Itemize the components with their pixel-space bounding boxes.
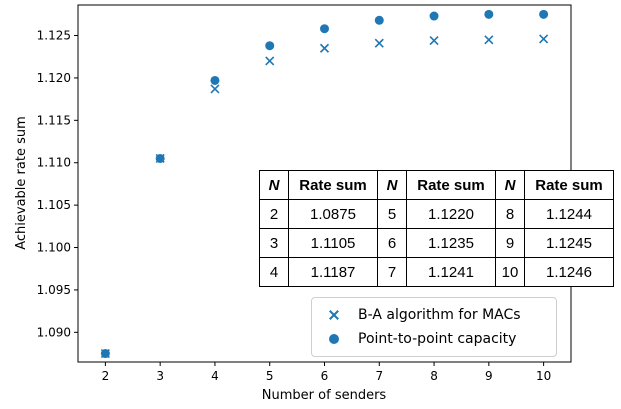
table-cell: 7: [377, 257, 407, 287]
table-header-cell: N: [377, 170, 407, 200]
y-tick-label: 1.095: [37, 283, 71, 297]
point-to-point-capacity-point: [320, 24, 329, 34]
point-to-point-capacity-point: [265, 41, 275, 51]
point-to-point-capacity-point: [374, 15, 384, 25]
legend-label: Point-to-point capacity: [358, 331, 517, 347]
y-tick-label: 1.090: [37, 325, 71, 339]
ba-algorithm-point: [484, 35, 494, 45]
table-cell: 1.1244: [524, 199, 614, 229]
y-tick-label: 1.110: [37, 156, 71, 170]
ba-algorithm-point: [429, 36, 439, 46]
table-cell: 1.0875: [288, 199, 378, 229]
table-header-cell: N: [495, 170, 525, 200]
ba-algorithm-point: [155, 153, 165, 164]
x-axis-ticks: 2 3 4 5 6 7 8 9 10: [102, 362, 551, 383]
ba-algorithm-point: [265, 56, 275, 66]
table-row: 2 1.0875 5 1.1220 8 1.1244: [259, 199, 614, 229]
table-cell: 6: [377, 228, 407, 258]
ba-algorithm-point: [210, 84, 220, 94]
table-cell: 1.1220: [406, 199, 496, 229]
table-row: 4 1.1187 7 1.1241 10 1.1246: [259, 257, 614, 287]
x-tick-label: 6: [321, 369, 329, 383]
table-cell: 1.1235: [406, 228, 496, 258]
y-tick-label: 1.115: [37, 113, 71, 127]
point-to-point-capacity-point: [429, 11, 439, 21]
x-tick-label: 10: [536, 369, 551, 383]
y-tick-label: 1.120: [37, 71, 71, 85]
y-axis-ticks: 1.090 1.095 1.100 1.105 1.110 1.115 1.120 1.125: [37, 29, 78, 339]
table-cell: 9: [495, 228, 525, 258]
ba-algorithm-point: [319, 43, 330, 53]
x-tick-label: 9: [485, 369, 493, 383]
ba-algorithm-point: [539, 34, 549, 44]
table-cell: 4: [259, 257, 289, 287]
table-cell: 1.1105: [288, 228, 378, 258]
point-to-point-capacity-point: [210, 75, 220, 85]
table-cell: 5: [377, 199, 407, 229]
table-header-row: N Rate sum N Rate sum N Rate sum: [259, 170, 614, 200]
table-row: 3 1.1105 6 1.1235 9 1.1245: [259, 228, 614, 258]
legend-item: Point-to-point capacity: [326, 329, 516, 349]
x-tick-label: 2: [102, 369, 110, 383]
x-tick-label: 7: [375, 369, 383, 383]
circle-marker-icon: [326, 331, 342, 347]
table-header-cell: Rate sum: [406, 170, 496, 200]
point-to-point-capacity-point: [484, 9, 494, 19]
table-cell: 3: [259, 228, 289, 258]
table-header-cell: N: [259, 170, 289, 200]
table-cell: 10: [495, 257, 525, 287]
legend-item: B-A algorithm for MACs: [326, 305, 521, 325]
data-marks: [100, 9, 549, 359]
x-axis-label: Number of senders: [262, 388, 387, 403]
table-cell: 8: [495, 199, 525, 229]
x-marker-icon: [326, 307, 342, 323]
x-tick-label: 4: [211, 369, 219, 383]
table-cell: 1.1246: [524, 257, 614, 287]
x-tick-label: 8: [430, 369, 438, 383]
table-cell: 1.1187: [288, 257, 378, 287]
ba-algorithm-point: [374, 38, 384, 48]
rate-sum-table: N Rate sum N Rate sum N Rate sum 2 1.087…: [259, 170, 614, 287]
legend-label: B-A algorithm for MACs: [358, 307, 521, 323]
y-tick-label: 1.105: [37, 198, 71, 212]
y-tick-label: 1.125: [37, 29, 71, 43]
legend: B-A algorithm for MACs Point-to-point ca…: [311, 297, 557, 357]
ba-algorithm-point: [100, 348, 110, 359]
y-tick-label: 1.100: [37, 241, 71, 255]
y-axis-label: Achievable rate sum: [14, 116, 29, 250]
table-cell: 1.1245: [524, 228, 614, 258]
table-header-cell: Rate sum: [288, 170, 378, 200]
table-cell: 2: [259, 199, 289, 229]
point-to-point-capacity-point: [539, 9, 549, 19]
x-tick-label: 3: [156, 369, 164, 383]
x-tick-label: 5: [266, 369, 274, 383]
table-header-cell: Rate sum: [524, 170, 614, 200]
table-cell: 1.1241: [406, 257, 496, 287]
